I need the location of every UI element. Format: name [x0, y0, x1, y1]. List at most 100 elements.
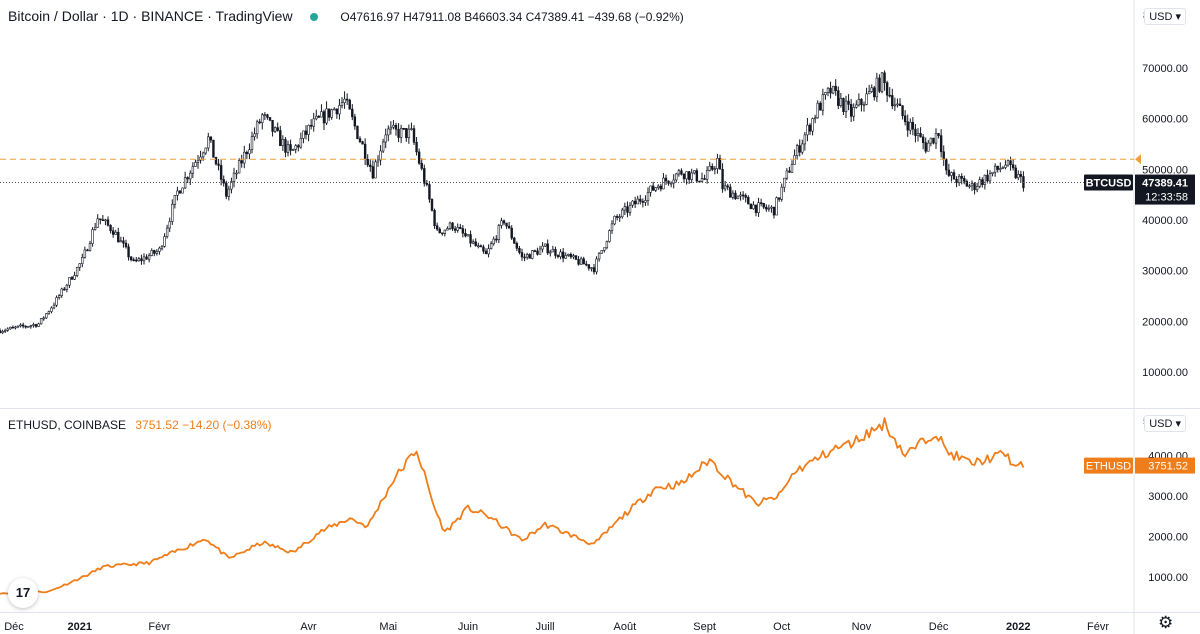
- btc-candle-body: [639, 198, 642, 202]
- btc-candle-body: [261, 114, 264, 124]
- btc-candle-body: [88, 243, 92, 251]
- btc-candle-body: [99, 218, 102, 221]
- btc-candle-body: [217, 163, 220, 166]
- btc-candle-body: [986, 174, 989, 182]
- btc-candle-body: [713, 168, 717, 170]
- btc-candle-body: [752, 204, 755, 210]
- btc-candle-body: [101, 219, 105, 221]
- btc-candle-body: [572, 255, 575, 258]
- eth-symbol[interactable]: ETHUSD, COINBASE: [8, 418, 127, 432]
- currency-dropdown[interactable]: USD ▾: [1144, 8, 1186, 25]
- btc-candle-body: [222, 179, 225, 184]
- btc-candle-body: [1, 331, 4, 334]
- btc-candle-body: [564, 255, 567, 259]
- btc-candle-body: [860, 99, 863, 105]
- btc-candle-body: [199, 156, 202, 161]
- btc-candle-body: [81, 257, 84, 265]
- btc-candle-body: [549, 251, 552, 254]
- btc-candle-body: [284, 139, 287, 153]
- bar-countdown: 12:33:58: [1145, 192, 1188, 204]
- interval-label[interactable]: 1D: [110, 8, 129, 24]
- btc-candle-body: [243, 151, 246, 164]
- btc-candle-body: [554, 248, 557, 256]
- alert-marker-icon: [1135, 154, 1141, 165]
- btc-candle-body: [983, 174, 987, 185]
- btc-candle-body: [705, 170, 709, 180]
- btc-candle-body: [394, 124, 398, 130]
- btc-candle-body: [970, 183, 974, 187]
- btc-candle-body: [677, 170, 681, 175]
- btc-candle-body: [546, 243, 549, 254]
- btc-candle-body: [219, 165, 223, 180]
- btc-candle-body: [999, 168, 1002, 170]
- btc-candle-body: [839, 97, 843, 106]
- gear-icon[interactable]: ⚙: [1158, 613, 1174, 632]
- btc-candle-body: [587, 264, 591, 269]
- btc-y-tick-label: 50000.00: [1142, 164, 1188, 176]
- btc-candle-body: [435, 225, 439, 230]
- btc-candle-body: [690, 172, 693, 180]
- btc-candle-body: [605, 241, 609, 249]
- btc-candle-body: [273, 127, 277, 132]
- time-axis-label: Déc: [4, 621, 24, 633]
- btc-candle-body: [729, 186, 732, 198]
- time-axis-label: Déc: [929, 621, 949, 633]
- btc-candle-body: [6, 328, 9, 331]
- btc-candle-body: [837, 90, 840, 106]
- btc-candle-body: [595, 258, 598, 273]
- btc-candle-body: [60, 288, 63, 296]
- btc-candle-body: [83, 249, 87, 258]
- btc-candle-body: [883, 72, 886, 83]
- btc-candle-body: [415, 141, 418, 153]
- btc-candle-body: [147, 255, 151, 260]
- btc-candle-body: [585, 263, 588, 266]
- btc-candle-body: [582, 258, 585, 265]
- btc-candle-body: [610, 223, 614, 231]
- btc-candle-body: [543, 243, 547, 247]
- symbol-name[interactable]: Bitcoin: [8, 8, 51, 24]
- btc-candle-body: [114, 231, 117, 235]
- btcusd-symbol-tag: [1084, 174, 1133, 191]
- btc-candle-body: [52, 304, 56, 309]
- btc-candle-body: [106, 219, 110, 226]
- btc-candle-body: [731, 192, 735, 198]
- quote-currency: Dollar: [61, 8, 99, 24]
- btc-candle-body: [934, 133, 938, 144]
- btc-candle-body: [412, 128, 416, 143]
- btc-candle-body: [433, 210, 436, 227]
- btc-candle-body: [235, 172, 238, 175]
- btc-candle-body: [651, 185, 655, 191]
- time-axis-label: Févr: [1087, 621, 1109, 633]
- btc-candle-body: [685, 171, 688, 180]
- btc-candle-body: [11, 326, 15, 329]
- btc-candle-body: [402, 127, 405, 130]
- btc-candle-body: [299, 138, 303, 148]
- time-axis-label: Nov: [852, 621, 872, 633]
- btc-candle-body: [297, 145, 300, 148]
- btc-candle-body: [844, 100, 848, 112]
- btc-candle-body: [955, 178, 958, 184]
- btc-candle-body: [664, 177, 668, 182]
- btc-candle-body: [795, 145, 799, 156]
- btc-candle-body: [893, 104, 897, 107]
- btc-candle-body: [387, 128, 390, 136]
- btc-candle-body: [806, 124, 809, 136]
- btc-candle-body: [831, 85, 835, 94]
- btc-candle-body: [117, 231, 120, 243]
- eth-values: 3751.52 −14.20 (−0.38%): [135, 418, 272, 432]
- btc-candle-body: [371, 166, 375, 179]
- btc-candle-body: [662, 177, 665, 190]
- tradingview-logo-icon[interactable]: 17: [8, 578, 38, 608]
- btc-candle-body: [518, 247, 521, 253]
- time-axis-label: Sept: [693, 621, 716, 633]
- btc-candle-body: [759, 202, 763, 204]
- btc-candle-body: [618, 216, 621, 219]
- btc-candle-body: [135, 259, 138, 262]
- eth-currency-dropdown[interactable]: USD ▾: [1144, 415, 1186, 432]
- btc-candle-body: [502, 220, 506, 224]
- eth-y-tick-label: 3000.00: [1148, 491, 1188, 503]
- btc-candle-body: [749, 203, 753, 210]
- btc-candle-body: [248, 149, 251, 155]
- btc-candle-body: [286, 144, 290, 153]
